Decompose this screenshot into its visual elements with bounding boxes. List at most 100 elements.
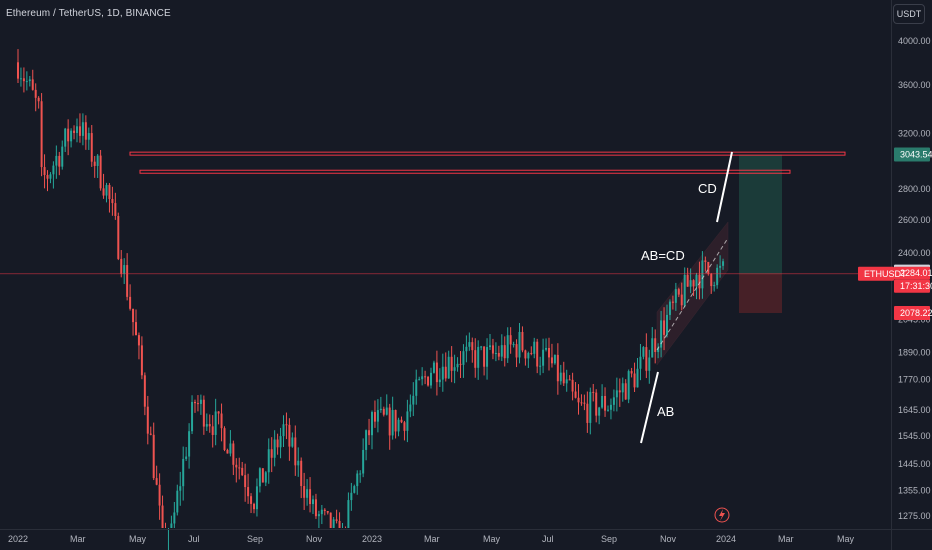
price-tick-label: 1770.00	[898, 375, 931, 385]
candle-body	[571, 379, 574, 392]
candle-body	[627, 371, 630, 400]
drawing-layer: AB AB=CD CD	[0, 151, 890, 523]
candle-body	[31, 79, 34, 90]
candle-body	[435, 362, 438, 383]
candle-body	[604, 395, 607, 411]
price-tick-label: 3600.00	[898, 80, 931, 90]
time-tick-label: Mar	[424, 534, 440, 544]
candle-body	[382, 408, 385, 415]
candle-body	[247, 487, 250, 497]
candle-body	[244, 475, 247, 488]
candle-body	[332, 519, 335, 528]
candle-body	[223, 428, 226, 450]
position-profit-zone	[739, 154, 782, 274]
target-price-tag-bg	[894, 147, 930, 162]
candle-body	[509, 335, 512, 345]
candle-body	[456, 363, 459, 368]
ab-leg	[640, 371, 659, 444]
currency-button[interactable]: USDT	[893, 4, 925, 24]
candle-body	[22, 78, 25, 82]
candle-body	[666, 314, 668, 335]
candle-body	[621, 383, 624, 393]
resistance-level-upper	[129, 151, 846, 156]
candle-body	[306, 489, 309, 498]
candle-body	[471, 342, 474, 351]
price-tick-label: 2400.00	[898, 248, 931, 258]
candle-body	[491, 345, 494, 354]
candle-body	[105, 184, 108, 196]
candle-body	[680, 294, 683, 306]
candle-body	[586, 403, 589, 423]
candle-body	[182, 458, 185, 487]
candle-body	[565, 379, 568, 384]
candle-body	[235, 464, 238, 468]
candle-body	[595, 392, 598, 416]
candle-body	[524, 350, 527, 359]
candle-body	[291, 437, 294, 447]
candle-body	[368, 430, 371, 436]
time-tick-label: Jul	[542, 534, 554, 544]
candle-body	[533, 341, 536, 354]
candle-body	[120, 258, 123, 274]
time-tick-label: May	[483, 534, 501, 544]
candle-body	[692, 280, 695, 287]
candle-body	[388, 407, 391, 436]
candle-body	[447, 356, 450, 379]
candle-body	[376, 410, 379, 422]
candle-body	[710, 273, 713, 287]
candle-body	[642, 347, 645, 357]
candle-body	[238, 467, 241, 469]
candle-body	[373, 412, 376, 422]
candle-body	[285, 424, 288, 426]
candle-body	[335, 519, 338, 521]
candle-body	[371, 412, 373, 436]
candle-body	[58, 155, 61, 167]
candle-body	[261, 468, 264, 483]
candle-body	[465, 346, 468, 352]
candle-body	[418, 379, 421, 381]
candle-body	[288, 424, 291, 447]
time-tick-label: May	[837, 534, 855, 544]
candle-body	[241, 467, 244, 476]
candle-body	[173, 512, 176, 524]
candle-body	[323, 509, 326, 511]
stop-price-tag: 2078.22	[894, 306, 932, 321]
candle-body	[312, 499, 314, 505]
price-tick-label: 1275.00	[898, 511, 931, 521]
candle-body	[683, 274, 686, 306]
candle-body	[415, 379, 418, 396]
candle-body	[716, 267, 719, 286]
candle-body	[253, 503, 255, 510]
channel-midline	[656, 237, 729, 351]
candle-body	[137, 335, 140, 346]
candle-body	[93, 161, 96, 166]
position-loss-zone	[739, 273, 782, 314]
candle-body	[43, 167, 46, 176]
candle-body	[356, 473, 359, 487]
candle-body	[353, 486, 356, 493]
candle-body	[52, 165, 55, 175]
candle-body	[406, 411, 409, 431]
candle-body	[73, 130, 76, 133]
candle-body	[362, 449, 365, 474]
candle-body	[512, 344, 515, 346]
candle-body	[607, 409, 609, 411]
price-tick-label: 3200.00	[898, 129, 931, 139]
candle-body	[170, 523, 173, 528]
candle-body	[338, 520, 341, 528]
candle-body	[217, 411, 220, 414]
candle-body	[188, 431, 191, 457]
candle-body	[102, 188, 105, 196]
symbol-title: Ethereum / TetherUS, 1D, BINANCE	[6, 8, 171, 19]
cd-leg	[716, 151, 733, 223]
candle-body	[40, 101, 43, 168]
candle-body	[577, 397, 580, 403]
candle-body	[648, 357, 651, 371]
price-tick-label: 2800.00	[898, 184, 931, 194]
time-tick-label: Nov	[660, 534, 677, 544]
candle-body	[205, 424, 208, 427]
candle-body	[258, 468, 261, 487]
symbol-price-tag-bg	[858, 266, 894, 281]
time-tick-label: Mar	[70, 534, 86, 544]
